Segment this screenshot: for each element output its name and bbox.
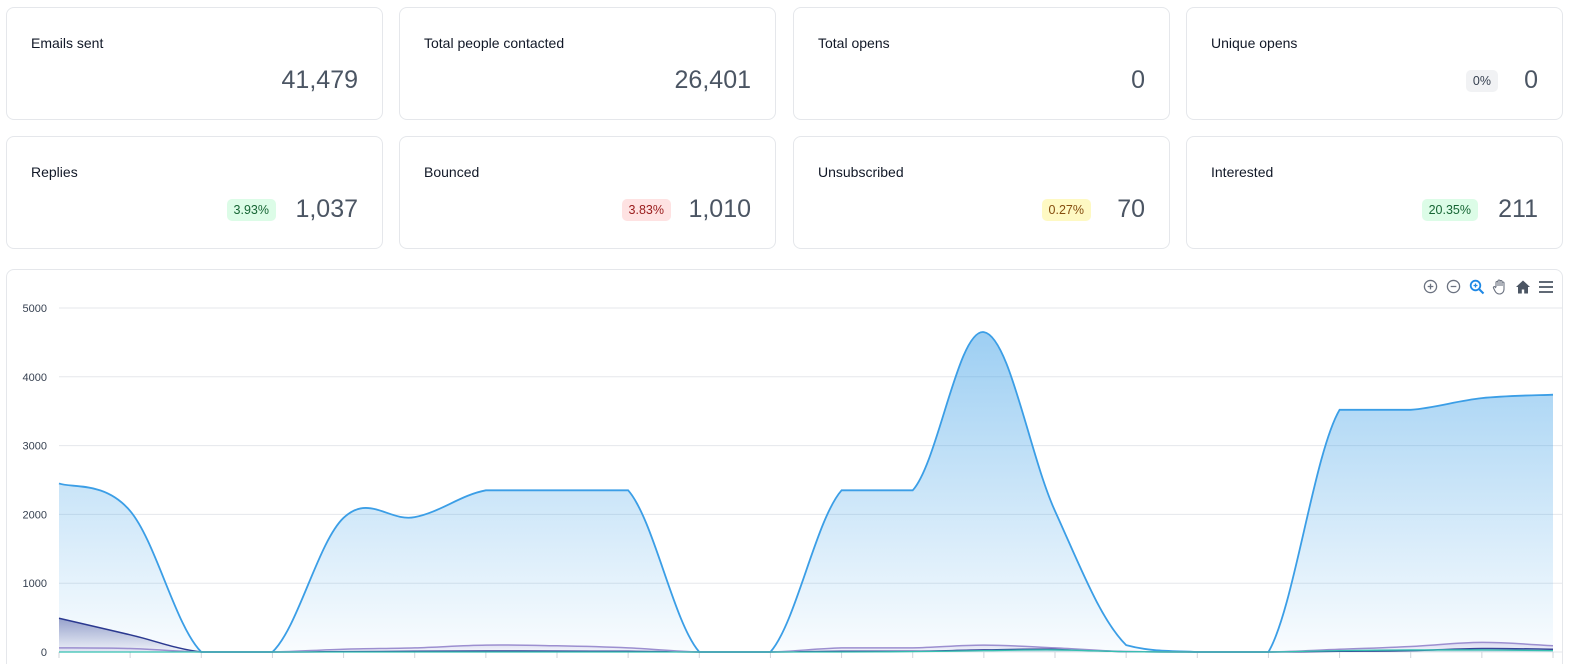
stat-value: 26,401: [674, 66, 751, 94]
stat-label: Replies: [31, 164, 78, 180]
zoom-out-icon[interactable]: [1445, 278, 1462, 295]
y-tick-label: 0: [41, 647, 47, 659]
percent-badge: 20.35%: [1421, 199, 1478, 221]
stat-value: 70: [1117, 195, 1145, 223]
stat-value: 41,479: [281, 66, 358, 94]
area-chart: 0 1000 2000 3000 4000 5000: [23, 303, 1562, 659]
percent-badge: 0%: [1465, 70, 1498, 92]
stat-card-unsubscribed: Unsubscribed 70 0.27%: [793, 136, 1170, 249]
stat-value: 211: [1498, 195, 1538, 223]
emails-chart: 0 1000 2000 3000 4000 5000: [6, 269, 1563, 664]
stat-value: 0: [1131, 66, 1145, 94]
stat-card-bounced: Bounced 1,010 3.83%: [399, 136, 776, 249]
stat-value: 0: [1524, 66, 1538, 94]
stat-card-total-opens: Total opens 0: [793, 7, 1170, 120]
series-line-3: [59, 649, 1554, 653]
stat-card-total-people-contacted: Total people contacted 26,401: [399, 7, 776, 120]
stat-card-replies: Replies 1,037 3.93%: [6, 136, 383, 249]
y-tick-label: 5000: [23, 303, 47, 315]
percent-badge: 3.93%: [226, 199, 276, 221]
y-tick-label: 4000: [23, 372, 47, 384]
stat-label: Unique opens: [1211, 35, 1298, 51]
menu-icon[interactable]: [1537, 278, 1554, 295]
stat-label: Interested: [1211, 164, 1274, 180]
stat-label: Total people contacted: [424, 35, 565, 51]
stat-label: Bounced: [424, 164, 480, 180]
pan-hand-icon[interactable]: [1491, 278, 1508, 295]
stat-value: 1,037: [295, 195, 358, 223]
zoom-in-icon[interactable]: [1422, 278, 1439, 295]
stat-label: Unsubscribed: [818, 164, 904, 180]
y-tick-label: 1000: [23, 578, 47, 590]
stat-value: 1,010: [688, 195, 751, 223]
home-icon[interactable]: [1514, 278, 1531, 295]
percent-badge: 0.27%: [1041, 199, 1091, 221]
y-tick-label: 3000: [23, 441, 47, 453]
series-area-2: [59, 642, 1553, 652]
percent-badge: 3.83%: [621, 199, 671, 221]
stat-card-unique-opens: Unique opens 0 0%: [1186, 7, 1563, 120]
series-area-0: [59, 332, 1553, 652]
chart-toolbar: [1422, 278, 1554, 295]
stat-label: Emails sent: [31, 35, 104, 51]
stat-card-emails-sent: Emails sent 41,479: [6, 7, 383, 120]
magnifier-icon[interactable]: [1468, 278, 1485, 295]
stat-card-interested: Interested 211 20.35%: [1186, 136, 1563, 249]
series-line-0: [58, 331, 1554, 653]
stat-label: Total opens: [818, 35, 890, 51]
y-tick-label: 2000: [23, 509, 47, 521]
